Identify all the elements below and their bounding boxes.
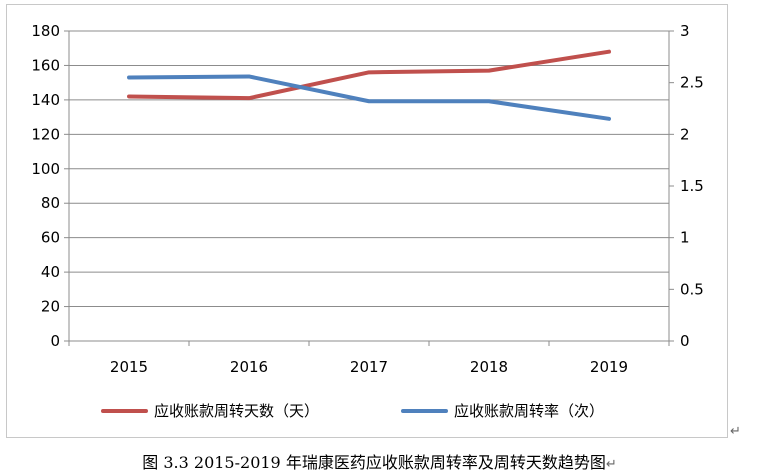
y-left-tick-label: 20 xyxy=(41,298,60,316)
x-tick-label: 2015 xyxy=(110,358,148,376)
caption-text: 图 3.3 2015-2019 年瑞康医药应收账款周转率及周转天数趋势图 xyxy=(142,453,606,472)
y-left-tick-label: 0 xyxy=(50,332,60,350)
x-tick-label: 2017 xyxy=(350,358,388,376)
y-left-tick-label: 140 xyxy=(31,91,60,109)
x-tick-label: 2019 xyxy=(590,358,628,376)
chart-frame: 0 20 40 60 80 100 120 140 160 180 0 0.5 1 1.5 2 2.5 3 201… xyxy=(6,4,728,438)
y-right-tick-label: 0.5 xyxy=(680,280,704,298)
x-tick-label: 2018 xyxy=(470,358,508,376)
y-left-tick-label: 80 xyxy=(41,194,60,212)
caption-paragraph-mark: ↵ xyxy=(605,457,617,472)
y-left-tick-label: 100 xyxy=(31,160,60,178)
line-chart: 0 20 40 60 80 100 120 140 160 180 0 0.5 1 1.5 2 2.5 3 201… xyxy=(31,22,704,420)
y-left-tick-label: 120 xyxy=(31,125,60,143)
y-right-tick-label: 2 xyxy=(680,125,690,143)
y-right-tick-label: 2.5 xyxy=(680,74,704,92)
figure-caption: 图 3.3 2015-2019 年瑞康医药应收账款周转率及周转天数趋势图↵ xyxy=(0,449,759,473)
y-left-tick-label: 40 xyxy=(41,263,60,281)
y-right-tick-label: 0 xyxy=(680,332,690,350)
y-right-tick-label: 1 xyxy=(680,229,690,247)
x-tick-label: 2016 xyxy=(230,358,268,376)
legend-label: 应收账款周转天数（天） xyxy=(154,402,319,420)
y-left-tick-label: 180 xyxy=(31,22,60,40)
paragraph-mark: ↵ xyxy=(730,424,741,439)
legend-label: 应收账款周转率（次） xyxy=(454,402,604,420)
y-left-tick-label: 160 xyxy=(31,56,60,74)
y-left-tick-label: 60 xyxy=(41,229,60,247)
y-right-tick-label: 3 xyxy=(680,22,690,40)
y-right-tick-label: 1.5 xyxy=(680,177,704,195)
